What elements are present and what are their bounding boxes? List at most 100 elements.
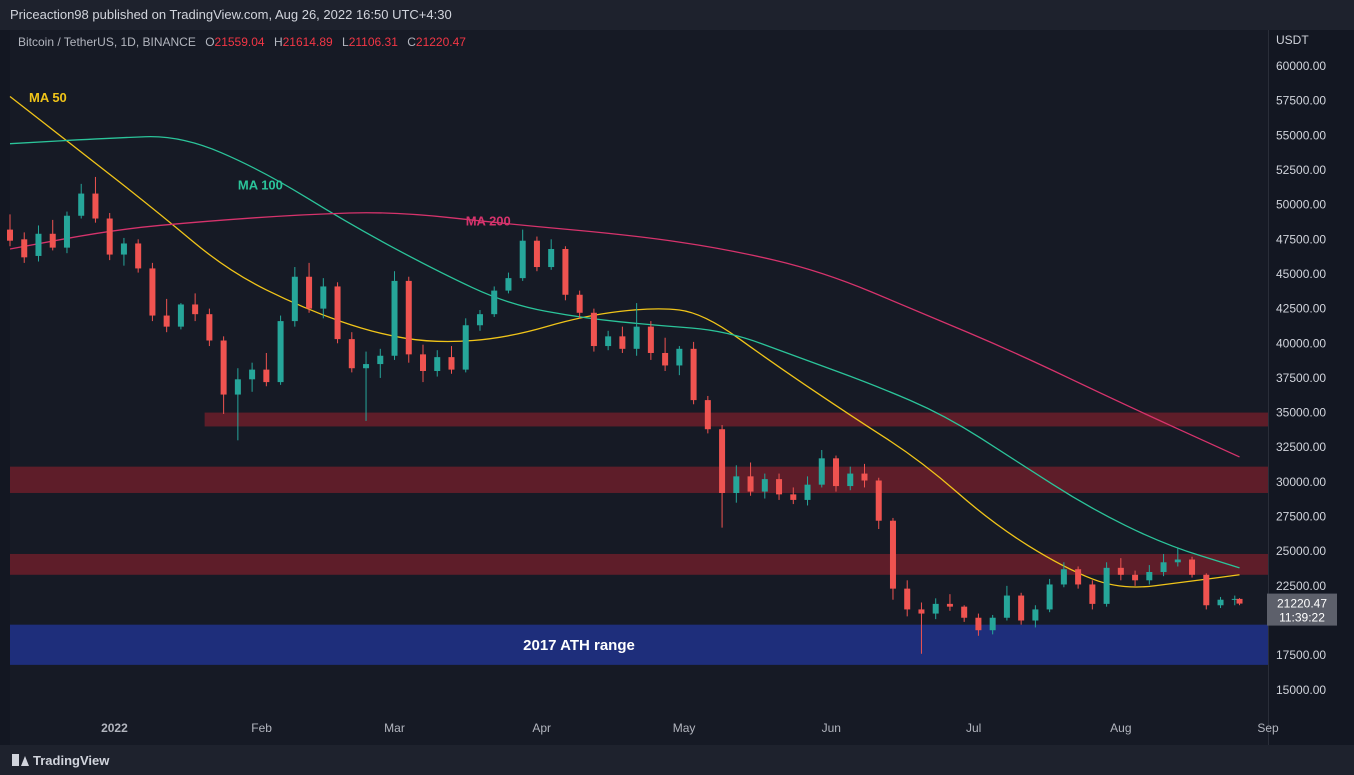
- candle: [875, 477, 882, 530]
- candle-body: [177, 304, 184, 327]
- candle-body: [690, 348, 697, 401]
- candle-body: [476, 314, 483, 326]
- candle: [249, 362, 256, 392]
- candle: [548, 239, 555, 270]
- candle: [1117, 558, 1124, 581]
- candle: [1146, 565, 1153, 585]
- candle: [206, 308, 213, 347]
- x-tick-label: 2022: [101, 721, 128, 735]
- candle: [491, 286, 498, 317]
- last-price-label: 21220.47: [1277, 597, 1327, 611]
- x-tick-label: Sep: [1257, 721, 1279, 735]
- candle-body: [1217, 599, 1224, 606]
- y-tick-label: 32500.00: [1276, 440, 1326, 454]
- low-value: 21106.31: [348, 35, 398, 49]
- price-axis-currency: USDT: [1276, 33, 1309, 47]
- candle-body: [961, 606, 968, 618]
- candle-body: [776, 479, 783, 495]
- candle: [761, 473, 768, 499]
- candle: [192, 293, 199, 322]
- ma-line-ma200: [9, 212, 1240, 458]
- candle: [1132, 570, 1139, 586]
- candle: [476, 310, 483, 331]
- candle: [961, 605, 968, 622]
- candle-body: [761, 479, 768, 492]
- candle-body: [790, 494, 797, 500]
- y-tick-label: 47500.00: [1276, 232, 1326, 246]
- candle: [1236, 598, 1243, 606]
- ma-label-ma100: MA 100: [238, 177, 283, 192]
- candle: [92, 176, 99, 223]
- candle: [377, 348, 384, 378]
- open-value: 21559.04: [214, 35, 265, 49]
- candle-body: [1032, 609, 1039, 621]
- candle: [647, 321, 654, 360]
- candle-body: [405, 280, 412, 355]
- candle-body: [491, 290, 498, 315]
- candle: [1189, 556, 1196, 578]
- candle-body: [448, 357, 455, 370]
- candle: [747, 462, 754, 496]
- candle: [1089, 580, 1096, 610]
- candle: [78, 183, 85, 219]
- x-tick-label: Jun: [822, 721, 841, 735]
- close-key: C: [407, 35, 416, 49]
- candle-body: [234, 379, 241, 395]
- candle: [818, 450, 825, 488]
- candle-body: [633, 326, 640, 349]
- x-tick-label: Apr: [532, 721, 551, 735]
- candle-body: [220, 340, 227, 395]
- y-tick-label: 22500.00: [1276, 579, 1326, 593]
- ma-line-ma100: [9, 136, 1240, 569]
- candle: [363, 351, 370, 421]
- candle-body: [377, 355, 384, 365]
- candle: [448, 346, 455, 374]
- candle: [605, 330, 612, 351]
- candle: [946, 594, 953, 611]
- zone-resistance-1: [10, 466, 1268, 493]
- ma-line-ma50: [9, 96, 1240, 588]
- candle-body: [149, 268, 156, 316]
- footer-bar: [0, 745, 1354, 775]
- candle: [519, 229, 526, 281]
- candle-body: [733, 476, 740, 493]
- candle: [704, 395, 711, 434]
- y-tick-label: 45000.00: [1276, 267, 1326, 281]
- candle-body: [92, 193, 99, 219]
- ma-label-ma50: MA 50: [29, 90, 67, 105]
- candle-body: [1003, 595, 1010, 618]
- x-tick-label: May: [673, 721, 696, 735]
- candle-body: [975, 617, 982, 631]
- candle: [1003, 585, 1010, 621]
- candle: [1032, 605, 1039, 628]
- candle-body: [1203, 574, 1210, 606]
- candle-body: [291, 276, 298, 322]
- candle-body: [163, 315, 170, 327]
- candle: [505, 272, 512, 294]
- candle: [306, 262, 313, 313]
- candle-body: [434, 357, 441, 371]
- candle: [106, 212, 113, 261]
- candle-body: [78, 193, 85, 216]
- candle-body: [918, 609, 925, 614]
- candle-body: [192, 304, 199, 315]
- candle-body: [1160, 562, 1167, 572]
- candle: [590, 308, 597, 352]
- y-tick-label: 15000.00: [1276, 683, 1326, 697]
- candle-body: [391, 280, 398, 356]
- high-value: 21614.89: [282, 35, 333, 49]
- candle-body: [462, 325, 469, 370]
- y-tick-label: 25000.00: [1276, 544, 1326, 558]
- candle: [562, 246, 569, 301]
- candle: [733, 465, 740, 503]
- candle: [776, 473, 783, 500]
- candle: [1103, 562, 1110, 607]
- candle: [619, 326, 626, 353]
- open-key: O: [205, 35, 215, 49]
- candle-body: [1132, 574, 1139, 581]
- candle: [904, 580, 911, 617]
- y-tick-label: 17500.00: [1276, 648, 1326, 662]
- tradingview-logo[interactable]: TradingView: [12, 751, 109, 769]
- candle: [847, 466, 854, 491]
